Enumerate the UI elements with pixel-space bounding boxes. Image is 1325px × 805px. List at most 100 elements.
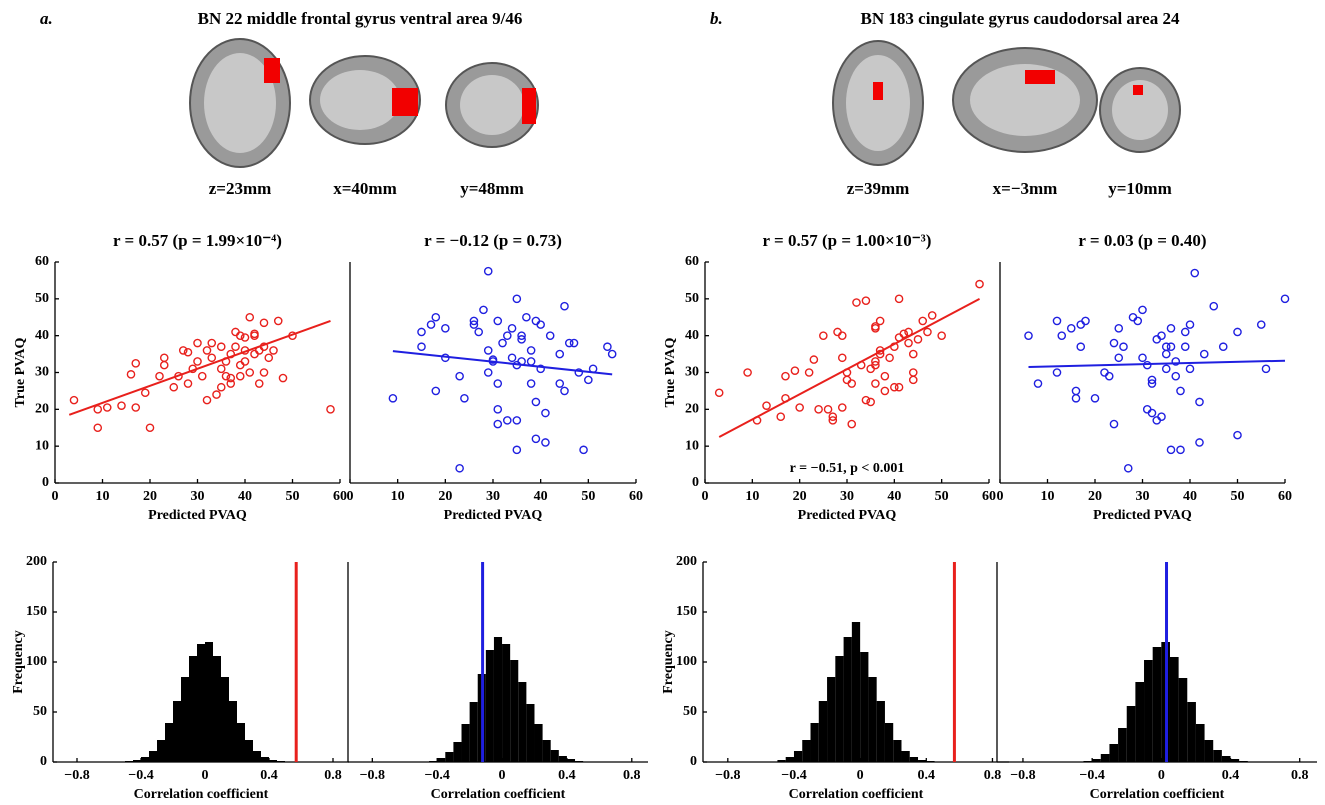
point — [528, 358, 535, 365]
bar — [189, 656, 197, 762]
y-tick-label: 100 — [676, 654, 697, 669]
point — [1196, 398, 1203, 405]
x-tick-label: 0.4 — [558, 768, 576, 783]
bar — [125, 761, 133, 762]
bar — [575, 761, 583, 762]
point — [1077, 321, 1084, 328]
slice-label: y=48mm — [460, 179, 524, 198]
point — [796, 404, 803, 411]
point — [456, 373, 463, 380]
bar — [518, 682, 526, 762]
x-tick-label: −0.4 — [781, 768, 806, 783]
point — [1234, 328, 1241, 335]
point — [561, 387, 568, 394]
point — [504, 417, 511, 424]
point — [156, 373, 163, 380]
y-tick-label: 10 — [35, 438, 49, 453]
point — [194, 358, 201, 365]
point — [806, 369, 813, 376]
bar — [1118, 728, 1127, 762]
y-tick-label: 30 — [685, 365, 699, 380]
x-tick-label: 40 — [1183, 489, 1197, 504]
point — [499, 339, 506, 346]
x-tick-label: 50 — [581, 489, 595, 504]
bar — [819, 701, 827, 762]
brain-slices — [190, 39, 1180, 167]
point — [132, 360, 139, 367]
bar — [835, 656, 843, 762]
point — [222, 373, 229, 380]
point — [782, 373, 789, 380]
point — [1191, 269, 1198, 276]
point — [905, 339, 912, 346]
point — [910, 369, 917, 376]
fit-line — [393, 351, 612, 374]
x-tick-label: −0.4 — [1079, 768, 1104, 783]
bar — [1222, 756, 1231, 762]
point — [194, 339, 201, 346]
bar — [567, 759, 575, 762]
point — [241, 358, 248, 365]
x-axis-label: Predicted PVAQ — [1093, 508, 1192, 523]
y-tick-label: 150 — [26, 604, 47, 619]
point — [824, 406, 831, 413]
point — [104, 404, 111, 411]
y-tick-label: 0 — [42, 475, 49, 490]
x-axis-label: Correlation coefficient — [134, 787, 269, 802]
point — [1106, 373, 1113, 380]
point — [929, 312, 936, 319]
x-tick-label: 30 — [486, 489, 500, 504]
bar — [794, 751, 802, 762]
point — [1115, 325, 1122, 332]
point — [777, 413, 784, 420]
y-axis-label: True PVAQ — [13, 337, 28, 407]
point — [418, 343, 425, 350]
x-tick-label: 0.4 — [260, 768, 278, 783]
bar — [269, 760, 277, 762]
point — [1182, 328, 1189, 335]
bar — [802, 740, 810, 762]
point — [976, 281, 983, 288]
point — [1134, 317, 1141, 324]
point — [94, 406, 101, 413]
y-tick-label: 100 — [26, 654, 47, 669]
point — [895, 295, 902, 302]
chart-title: r = 0.03 (p = 0.40) — [1078, 231, 1206, 250]
point — [513, 417, 520, 424]
point — [532, 435, 539, 442]
bar — [245, 740, 253, 762]
bar — [253, 751, 261, 762]
point — [265, 354, 272, 361]
point — [1125, 465, 1132, 472]
point — [872, 380, 879, 387]
y-tick-label: 0 — [692, 475, 699, 490]
y-tick-label: 20 — [685, 402, 699, 417]
point — [1163, 365, 1170, 372]
point — [232, 343, 239, 350]
point — [432, 387, 439, 394]
fit-line — [1029, 361, 1286, 367]
bar — [1083, 761, 1092, 762]
bar — [868, 677, 876, 762]
x-tick-label: 60 — [629, 489, 643, 504]
point — [203, 397, 210, 404]
x-tick-label: −0.8 — [64, 768, 89, 783]
point — [1077, 343, 1084, 350]
point — [848, 420, 855, 427]
point — [127, 371, 134, 378]
bar — [502, 644, 510, 762]
point — [604, 343, 611, 350]
bar — [470, 702, 478, 762]
y-axis-label: Frequency — [661, 630, 676, 694]
fit-line — [719, 299, 979, 437]
point — [1053, 369, 1060, 376]
point — [218, 384, 225, 391]
x-tick-label: 60 — [982, 489, 996, 504]
x-tick-label: 40 — [887, 489, 901, 504]
bar — [261, 757, 269, 762]
y-tick-label: 50 — [683, 704, 697, 719]
point — [270, 347, 277, 354]
bar — [1101, 754, 1110, 762]
x-tick-label: 0.8 — [324, 768, 342, 783]
point — [1158, 332, 1165, 339]
